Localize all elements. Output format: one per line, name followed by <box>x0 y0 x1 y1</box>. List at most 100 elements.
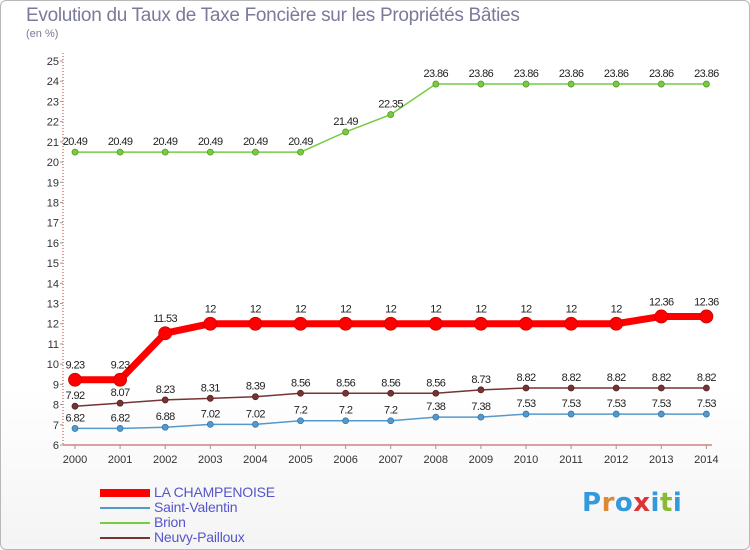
data-point <box>206 420 214 428</box>
legend-item-la-champenoise: LA CHAMPENOISE <box>100 485 360 500</box>
data-point <box>657 384 665 392</box>
data-point <box>567 384 575 392</box>
data-point <box>703 410 710 418</box>
data-point <box>519 316 533 331</box>
data-label: 20.49 <box>63 136 88 148</box>
data-label: 23.86 <box>514 68 539 80</box>
data-point <box>203 316 218 331</box>
data-point <box>477 80 485 88</box>
data-label: 7.53 <box>516 398 535 410</box>
data-label: 7.53 <box>607 398 626 410</box>
data-label: 8.82 <box>562 372 581 384</box>
logo-letter: x <box>633 488 651 518</box>
data-label: 12 <box>340 304 352 316</box>
data-label: 23.86 <box>649 68 674 80</box>
y-tick-label: 21 <box>47 137 59 149</box>
data-label: 23.86 <box>469 68 494 80</box>
data-label: 7.2 <box>339 405 353 417</box>
logo-letter: i <box>650 488 660 518</box>
data-point <box>612 384 620 392</box>
y-tick-label: 22 <box>47 117 59 129</box>
data-point <box>113 372 127 387</box>
data-label: 20.49 <box>153 136 178 148</box>
data-point <box>612 410 620 418</box>
x-tick-label: 2000 <box>63 454 87 466</box>
data-point <box>161 423 169 431</box>
data-point <box>383 316 398 331</box>
data-point <box>71 425 79 432</box>
x-tick-label: 2011 <box>559 454 583 466</box>
logo-letter: P <box>582 488 602 518</box>
data-point <box>116 425 124 432</box>
data-label: 12 <box>520 304 532 316</box>
data-point <box>116 148 124 156</box>
data-label: 7.02 <box>246 408 265 420</box>
data-label: 7.38 <box>471 401 490 413</box>
data-point <box>297 389 304 397</box>
data-label: 23.86 <box>604 68 629 80</box>
logo-letter: t <box>659 488 673 518</box>
data-point <box>161 396 169 404</box>
data-label: 7.38 <box>426 401 445 413</box>
data-point <box>703 384 710 392</box>
data-point <box>71 402 79 410</box>
data-label: 8.82 <box>516 372 535 384</box>
data-point <box>251 420 259 428</box>
data-label: 12 <box>250 304 262 316</box>
legend: LA CHAMPENOISE Saint-Valentin Brion Neuv… <box>100 485 360 545</box>
y-tick-label: 6 <box>53 440 59 452</box>
x-tick-label: 2010 <box>514 454 538 466</box>
x-tick-label: 2009 <box>469 454 493 466</box>
y-tick-label: 24 <box>47 76 59 88</box>
legend-label: LA CHAMPENOISE <box>154 484 275 500</box>
data-label: 6.82 <box>65 412 84 424</box>
data-label: 8.39 <box>246 381 265 393</box>
data-point <box>342 128 350 136</box>
x-tick-label: 2001 <box>108 454 132 466</box>
data-point <box>297 148 304 156</box>
data-label: 6.82 <box>111 412 130 424</box>
data-point <box>116 399 124 407</box>
data-label: 8.82 <box>697 372 716 384</box>
data-point <box>654 309 669 324</box>
data-label: 12 <box>385 304 397 316</box>
data-label: 12 <box>611 304 623 316</box>
x-tick-label: 2014 <box>694 454 718 466</box>
x-tick-label: 2006 <box>333 454 357 466</box>
x-tick-label: 2008 <box>424 454 448 466</box>
data-label: 12 <box>205 304 217 316</box>
data-point <box>297 417 304 425</box>
data-label: 8.56 <box>426 377 445 389</box>
data-point <box>473 316 488 331</box>
data-point <box>251 393 259 401</box>
y-tick-label: 9 <box>53 379 59 391</box>
y-tick-label: 15 <box>47 258 59 270</box>
legend-label: Brion <box>154 514 186 530</box>
data-point <box>567 80 575 88</box>
proxiti-logo: Proxiti <box>582 488 682 518</box>
data-label: 23.86 <box>694 68 719 80</box>
data-label: 23.86 <box>424 68 449 80</box>
data-label: 9.23 <box>65 360 84 372</box>
data-point <box>522 80 530 88</box>
data-point <box>161 148 169 156</box>
data-point <box>68 372 82 387</box>
x-tick-label: 2003 <box>198 454 222 466</box>
data-label: 12.36 <box>694 296 719 308</box>
data-point <box>158 326 173 341</box>
data-label: 8.56 <box>381 377 400 389</box>
data-label: 12 <box>566 304 578 316</box>
x-tick-label: 2013 <box>649 454 673 466</box>
y-tick-label: 20 <box>47 157 59 169</box>
data-point <box>428 316 443 331</box>
data-point <box>71 148 79 156</box>
data-label: 8.56 <box>336 377 355 389</box>
data-label: 8.07 <box>111 387 130 399</box>
data-label: 12.36 <box>649 296 674 308</box>
data-label: 7.2 <box>294 405 308 417</box>
x-tick-label: 2004 <box>243 454 267 466</box>
data-point <box>432 389 440 397</box>
data-point <box>564 316 578 331</box>
legend-label: Neuvy-Pailloux <box>154 529 245 545</box>
